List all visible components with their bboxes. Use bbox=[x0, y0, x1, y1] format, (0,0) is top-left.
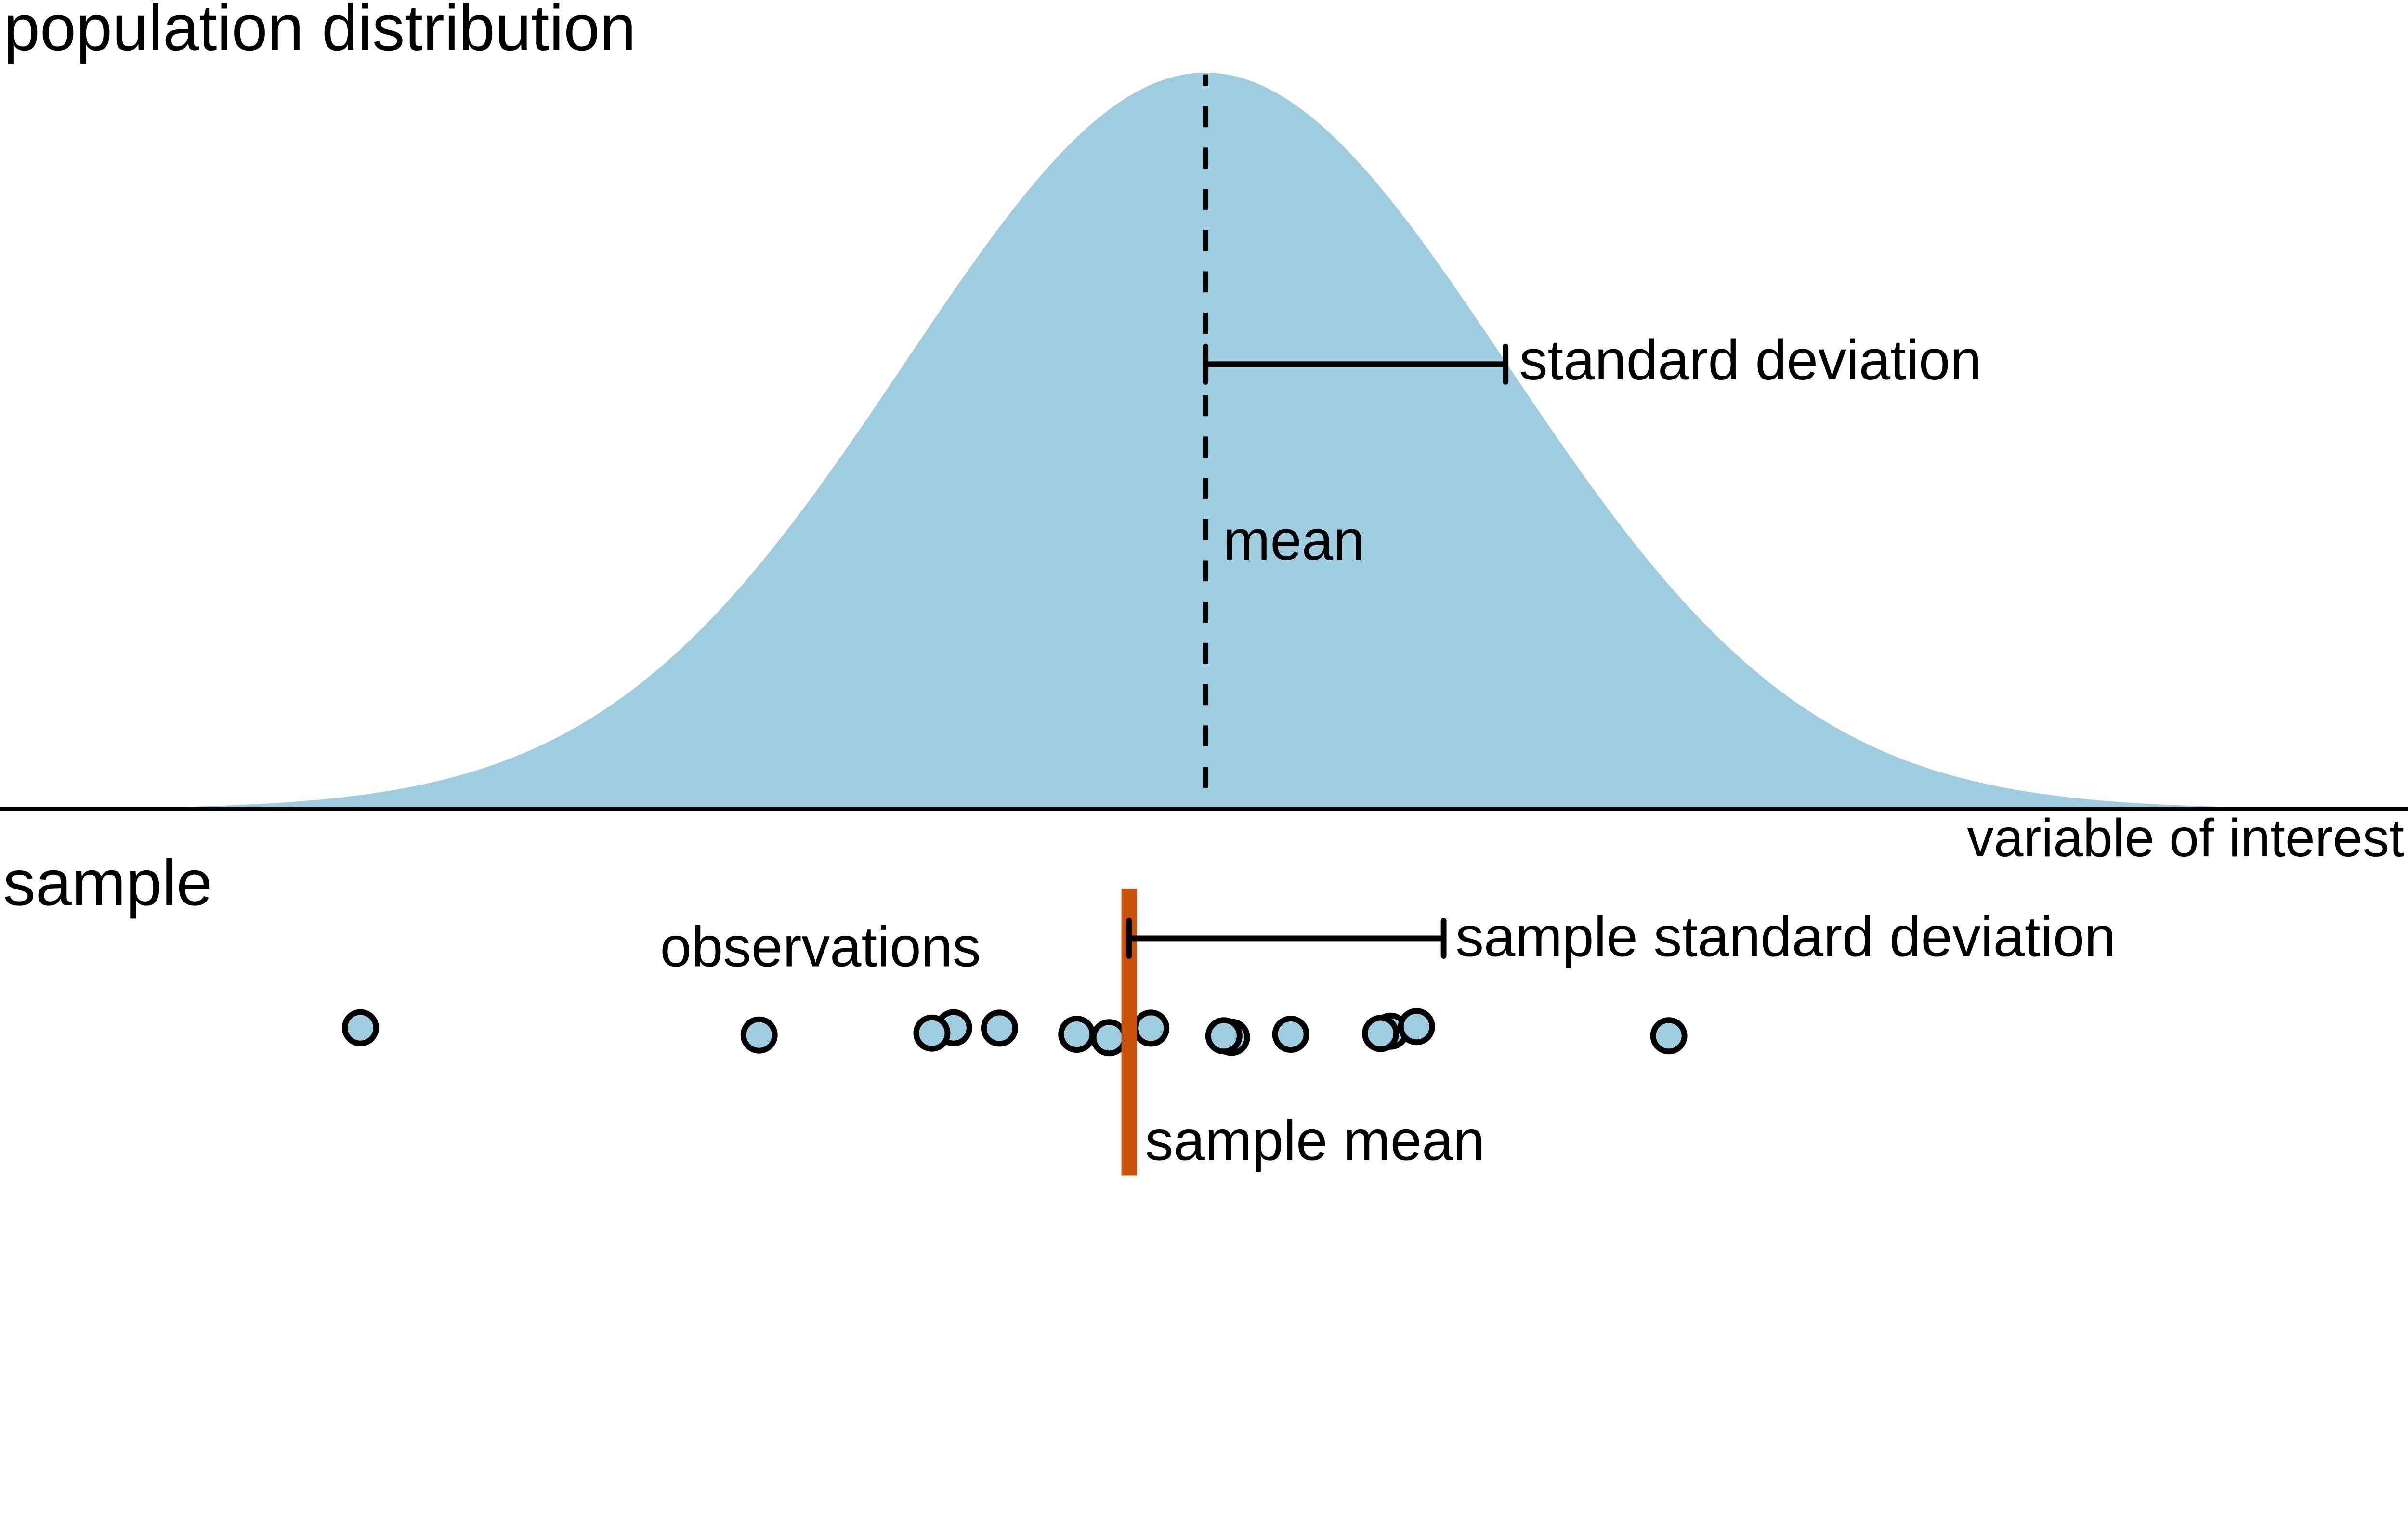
diagram-canvas: population distribution standard deviati… bbox=[0, 0, 2408, 1176]
observation-dot bbox=[740, 1016, 778, 1054]
observation-dot bbox=[1205, 1017, 1243, 1055]
statistics-diagram: population distribution standard deviati… bbox=[0, 0, 2408, 1176]
observation-dot bbox=[1362, 1015, 1400, 1052]
observation-dot bbox=[1090, 1019, 1128, 1057]
variable-of-interest-label: variable of interest bbox=[1967, 808, 2404, 868]
sample-sd-bracket bbox=[1126, 917, 1447, 959]
observation-dots bbox=[341, 1008, 1688, 1057]
mean-label: mean bbox=[1223, 509, 1365, 572]
sample-standard-deviation-label: sample standard deviation bbox=[1455, 905, 2116, 968]
population-title: population distribution bbox=[4, 0, 636, 64]
observation-dot bbox=[913, 1014, 951, 1052]
observation-dot bbox=[1132, 1009, 1170, 1047]
observations-label: observations bbox=[660, 915, 981, 978]
population-sd-bracket bbox=[1203, 343, 1509, 385]
observation-dot bbox=[1398, 1008, 1435, 1046]
observation-dot bbox=[1272, 1016, 1309, 1053]
sample-title: sample bbox=[3, 846, 212, 919]
observation-dot bbox=[1650, 1017, 1688, 1055]
sample-mean-label: sample mean bbox=[1145, 1109, 1485, 1172]
standard-deviation-label: standard deviation bbox=[1519, 328, 1982, 392]
observation-dot bbox=[341, 1009, 379, 1046]
observation-dot bbox=[1058, 1016, 1096, 1053]
observation-dot bbox=[981, 1009, 1018, 1047]
